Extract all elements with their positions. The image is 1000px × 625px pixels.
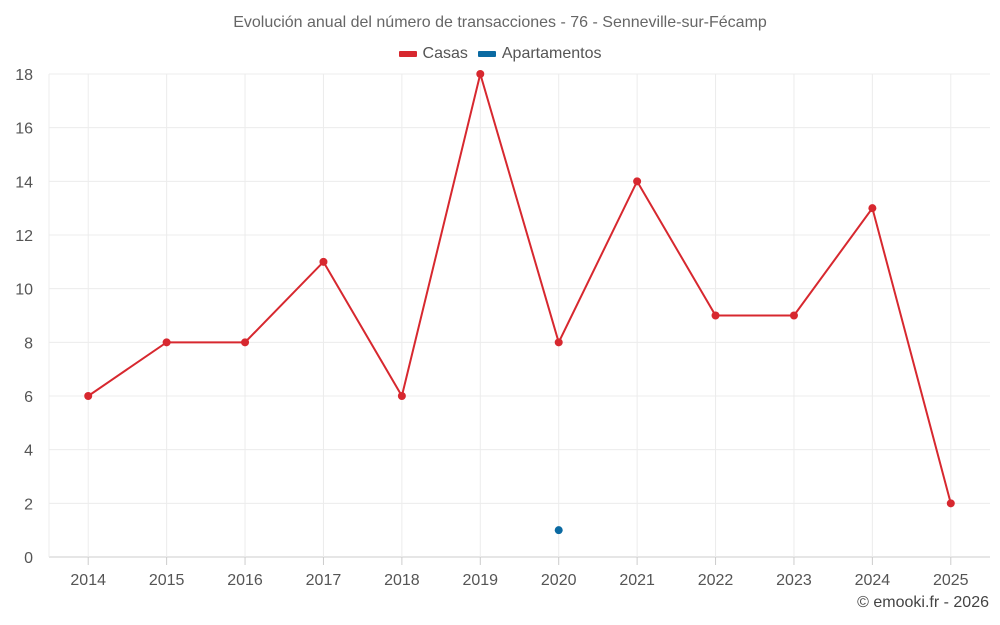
x-tick-label-2022: 2022 bbox=[698, 572, 734, 589]
data-point-casas-2020 bbox=[554, 338, 563, 347]
data-point-casas-2014 bbox=[84, 392, 93, 400]
legend-swatch-casas bbox=[398, 51, 417, 57]
data-point-casas-2015 bbox=[162, 338, 171, 347]
y-tick-label-10: 10 bbox=[15, 282, 33, 299]
x-tick-label-2021: 2021 bbox=[619, 572, 655, 589]
credit-text: © emooki.fr - 2026 bbox=[857, 594, 989, 611]
x-tick-label-2019: 2019 bbox=[462, 572, 498, 589]
legend: Casas Apartamentos bbox=[0, 45, 1000, 63]
x-tick-label-2018: 2018 bbox=[384, 572, 420, 589]
data-point-casas-2019 bbox=[476, 70, 485, 78]
x-tick-label-2017: 2017 bbox=[306, 572, 342, 589]
legend-item-apartamentos[interactable]: Apartamentos bbox=[477, 45, 602, 63]
data-point-casas-2025 bbox=[946, 499, 955, 508]
y-tick-label-6: 6 bbox=[24, 389, 33, 406]
x-tick-label-2015: 2015 bbox=[149, 572, 185, 589]
y-tick-label-2: 2 bbox=[24, 496, 33, 513]
data-point-casas-2024 bbox=[868, 204, 877, 213]
x-tick-label-2016: 2016 bbox=[227, 572, 263, 589]
x-tick-label-2025: 2025 bbox=[933, 572, 969, 589]
y-tick-label-12: 12 bbox=[15, 228, 33, 245]
data-point-casas-2021 bbox=[633, 177, 642, 186]
data-point-apartamentos-2020 bbox=[554, 526, 563, 535]
legend-item-casas[interactable]: Casas bbox=[398, 45, 468, 63]
chart-title: Evolución anual del número de transaccio… bbox=[233, 14, 767, 31]
y-tick-label-4: 4 bbox=[24, 443, 33, 460]
series-line-casas bbox=[87, 70, 952, 504]
data-point-casas-2023 bbox=[789, 311, 798, 320]
x-tick-label-2014: 2014 bbox=[70, 572, 106, 589]
legend-label-casas: Casas bbox=[422, 45, 468, 62]
x-tick-label-2024: 2024 bbox=[855, 572, 891, 589]
legend-swatch-apartamentos bbox=[477, 51, 496, 57]
data-point-casas-2017 bbox=[319, 257, 328, 266]
data-point-casas-2016 bbox=[241, 338, 250, 347]
legend-label-apartamentos: Apartamentos bbox=[501, 45, 602, 62]
y-tick-label-16: 16 bbox=[15, 121, 33, 138]
y-tick-label-14: 14 bbox=[15, 174, 33, 191]
data-point-casas-2022 bbox=[711, 311, 720, 320]
data-point-casas-2018 bbox=[397, 392, 406, 400]
x-tick-label-2023: 2023 bbox=[776, 572, 812, 589]
x-tick-label-2020: 2020 bbox=[541, 572, 577, 589]
y-tick-label-0: 0 bbox=[24, 550, 33, 567]
y-tick-label-18: 18 bbox=[15, 67, 33, 84]
y-tick-label-8: 8 bbox=[24, 335, 33, 352]
